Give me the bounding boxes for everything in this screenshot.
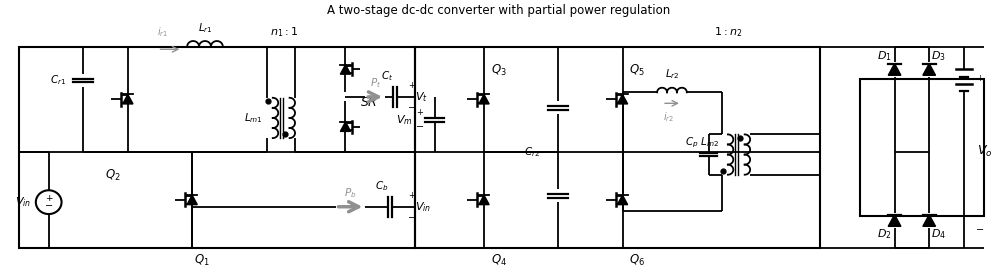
Text: $n_1:1$: $n_1:1$ xyxy=(270,25,298,39)
Text: $C_{r1}$: $C_{r1}$ xyxy=(50,73,66,87)
Title: A two-stage dc-dc converter with partial power regulation: A two-stage dc-dc converter with partial… xyxy=(327,4,670,17)
Bar xyxy=(415,46,820,248)
Text: $P_b$: $P_b$ xyxy=(344,186,357,200)
Text: −: − xyxy=(416,122,424,132)
Text: −: − xyxy=(408,103,416,113)
Text: $D_4$: $D_4$ xyxy=(931,227,946,241)
Text: $1:n_2$: $1:n_2$ xyxy=(714,25,743,39)
Text: $L_{r2}$: $L_{r2}$ xyxy=(665,68,679,81)
Text: $D_3$: $D_3$ xyxy=(931,49,946,63)
Text: +: + xyxy=(45,194,52,203)
Bar xyxy=(860,79,984,216)
Text: $D_2$: $D_2$ xyxy=(877,227,892,241)
Text: $Q_5$: $Q_5$ xyxy=(629,63,645,78)
Text: $V_o$: $V_o$ xyxy=(977,144,992,159)
Text: $P_t$: $P_t$ xyxy=(370,77,381,90)
Text: −: − xyxy=(976,225,984,235)
Text: +: + xyxy=(408,191,415,200)
Text: +: + xyxy=(416,108,423,117)
Text: $V_m$: $V_m$ xyxy=(396,113,413,127)
Text: $C_p\ L_{m2}$: $C_p\ L_{m2}$ xyxy=(685,136,719,150)
Text: $i_{r1}$: $i_{r1}$ xyxy=(157,25,168,39)
Text: $V_t$: $V_t$ xyxy=(415,90,428,104)
Polygon shape xyxy=(617,94,628,104)
Text: $Q_6$: $Q_6$ xyxy=(629,252,645,268)
Polygon shape xyxy=(187,195,197,205)
Polygon shape xyxy=(123,94,133,104)
Polygon shape xyxy=(923,64,936,75)
Polygon shape xyxy=(479,195,489,205)
Text: $Q_3$: $Q_3$ xyxy=(491,63,507,78)
Polygon shape xyxy=(923,214,936,226)
Text: +: + xyxy=(408,81,415,90)
Polygon shape xyxy=(340,65,351,74)
Text: $Q_4$: $Q_4$ xyxy=(491,252,507,268)
Text: $SR$: $SR$ xyxy=(360,96,378,109)
Polygon shape xyxy=(888,64,901,75)
Polygon shape xyxy=(479,94,489,104)
Text: $L_{r1}$: $L_{r1}$ xyxy=(198,21,212,35)
Text: $C_b$: $C_b$ xyxy=(375,179,389,193)
Text: $C_t$: $C_t$ xyxy=(381,69,393,83)
Text: $D_1$: $D_1$ xyxy=(877,49,892,63)
Text: $Q_2$: $Q_2$ xyxy=(105,168,121,183)
Polygon shape xyxy=(888,214,901,226)
Text: $i_{r2}$: $i_{r2}$ xyxy=(663,111,675,124)
Text: $V_{in}$: $V_{in}$ xyxy=(15,195,31,209)
Polygon shape xyxy=(617,195,628,205)
Text: −: − xyxy=(408,213,416,223)
Text: $C_{r2}$: $C_{r2}$ xyxy=(524,145,540,159)
Bar xyxy=(19,46,415,248)
Text: $Q_1$: $Q_1$ xyxy=(194,252,210,268)
Polygon shape xyxy=(340,122,351,131)
Text: +: + xyxy=(976,74,983,83)
Text: $L_{m1}$: $L_{m1}$ xyxy=(244,111,262,125)
Text: −: − xyxy=(45,201,53,211)
Text: $V_{in}$: $V_{in}$ xyxy=(415,200,431,214)
